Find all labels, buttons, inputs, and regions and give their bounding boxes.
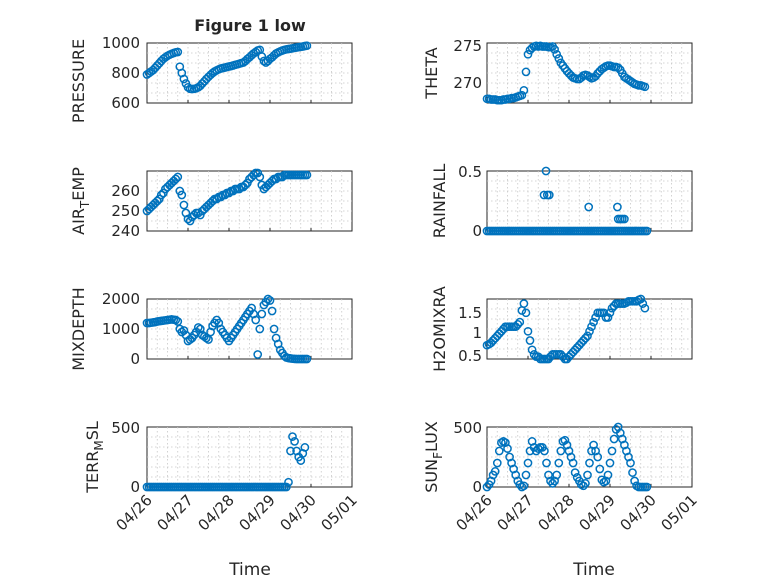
- ylabel-sun-flux: SUNFLUX: [422, 421, 445, 493]
- ylabel-air-temp: AIRTEMP: [69, 167, 92, 235]
- ytick-mixdepth-1000: 1000: [102, 320, 140, 338]
- ylabel-sun-flux-tail: LUX: [422, 421, 441, 452]
- ytick-rainfall-0: 0: [472, 222, 482, 240]
- ytick-h2omixra-0-5: 0.5: [458, 347, 482, 365]
- figure-title: Figure 1 low: [194, 16, 306, 35]
- subplot-pressure: Figure 1 low PRESSURE 600 800 1000: [69, 16, 352, 123]
- xtick-label-6-1: 04/27: [154, 491, 197, 534]
- ytick-theta-275: 275: [453, 37, 482, 55]
- subplot-sun-flux: SUNFLUX 0 500 Time 04/2604/2704/2804/290…: [422, 419, 701, 580]
- ylabel-mixdepth: MIXDEPTH: [69, 287, 88, 370]
- ytick-mixdepth-2000: 2000: [102, 290, 140, 308]
- xtick-label-7-4: 04/30: [617, 491, 660, 534]
- subplot-air-temp: AIRTEMP 240 250 260: [69, 167, 352, 240]
- ytick-terr-msl-0: 0: [130, 478, 140, 496]
- ytick-pressure-1000: 1000: [102, 34, 140, 52]
- xtick-label-7-3: 04/29: [576, 491, 619, 534]
- xtick-label-6-5: 05/01: [318, 491, 361, 534]
- ylabel-rainfall: RAINFALL: [430, 164, 449, 239]
- ylabel-terr-msl-main: TERR: [83, 451, 102, 494]
- ytick-h2omixra-1-5: 1.5: [458, 304, 482, 322]
- ytick-pressure-800: 800: [111, 64, 140, 82]
- ylabel-pressure: PRESSURE: [69, 39, 88, 123]
- xtick-label-6-3: 04/29: [236, 491, 279, 534]
- subplot-rainfall: RAINFALL 0 0.5: [430, 163, 692, 240]
- xtick-label-7-5: 05/01: [658, 491, 701, 534]
- ytick-mixdepth-0: 0: [130, 350, 140, 368]
- xtick-label-6-0: 04/26: [113, 491, 156, 534]
- ylabel-terr-msl-tail: SL: [83, 421, 102, 440]
- subplot-h2omixra: H2OMIXRA 0.5 1 1.5: [430, 286, 692, 372]
- xtick-label-6-4: 04/30: [277, 491, 320, 534]
- ylabel-terr-msl-sub: M: [92, 440, 106, 450]
- ytick-h2omixra-1: 1: [472, 324, 482, 342]
- ytick-air-temp-260: 260: [111, 182, 140, 200]
- ylabel-air-temp-main: AIR: [69, 208, 88, 235]
- ylabel-terr-msl: TERRMSL: [83, 421, 106, 494]
- xlabel-left: Time: [228, 560, 271, 580]
- ytick-sun-flux-500: 500: [453, 419, 482, 437]
- xtick-label-6-2: 04/28: [195, 491, 238, 534]
- xtick-label-7-2: 04/28: [535, 491, 578, 534]
- ytick-rainfall-0-5: 0.5: [458, 163, 482, 181]
- subplot-mixdepth: MIXDEPTH 0 1000 2000: [69, 287, 352, 370]
- subplot-terr-msl: TERRMSL 0 500 Time 04/2604/2704/2804/290…: [83, 419, 361, 580]
- ytick-terr-msl-500: 500: [111, 419, 140, 437]
- ylabel-air-temp-tail: EMP: [69, 167, 88, 201]
- ytick-theta-270: 270: [453, 74, 482, 92]
- subplot-theta: THETA 270 275: [422, 37, 692, 104]
- ylabel-sun-flux-main: SUN: [422, 459, 441, 493]
- ytick-pressure-600: 600: [111, 94, 140, 112]
- xlabel-right: Time: [572, 560, 615, 580]
- xtick-label-7-1: 04/27: [494, 491, 537, 534]
- xtick-label-7-0: 04/26: [453, 491, 496, 534]
- ytick-air-temp-240: 240: [111, 222, 140, 240]
- ylabel-theta: THETA: [422, 47, 441, 99]
- ylabel-h2omixra: H2OMIXRA: [430, 286, 449, 372]
- ytick-air-temp-250: 250: [111, 202, 140, 220]
